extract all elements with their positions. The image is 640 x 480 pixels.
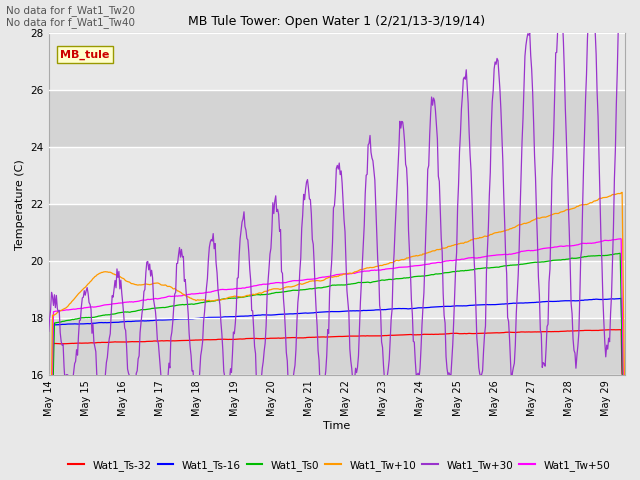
Wat1_Tw+50 (621, 473, 629, 479)
Wat1_Ts0 (616, 251, 624, 256)
Wat1_Tw+50 (429, 260, 437, 266)
Wat1_Ts-16 (305, 310, 313, 316)
Wat1_Ts-32 (305, 335, 313, 340)
Wat1_Tw+30 (191, 401, 199, 407)
Bar (49, 204, 625, 261)
Text: MB_tule: MB_tule (60, 49, 109, 60)
Wat1_Tw+10 (193, 297, 201, 303)
Wat1_Tw+10 (305, 278, 313, 284)
Line: Wat1_Ts0: Wat1_Ts0 (49, 253, 625, 480)
Wat1_Tw+30 (147, 273, 154, 279)
Line: Wat1_Tw+10: Wat1_Tw+10 (49, 192, 625, 480)
Bar (49, 90, 625, 147)
Wat1_Ts-32 (193, 337, 201, 343)
Wat1_Ts0 (305, 286, 313, 292)
Wat1_Tw+10 (385, 261, 392, 266)
Wat1_Ts-16 (193, 315, 201, 321)
Wat1_Ts-16 (385, 306, 392, 312)
Wat1_Tw+30 (307, 197, 314, 203)
Line: Wat1_Tw+30: Wat1_Tw+30 (49, 0, 625, 404)
Wat1_Tw+10 (147, 282, 154, 288)
Line: Wat1_Tw+50: Wat1_Tw+50 (49, 239, 625, 480)
Wat1_Tw+30 (480, 348, 488, 354)
Wat1_Ts0 (479, 265, 486, 271)
Text: No data for f_Wat1_Tw20
No data for f_Wat1_Tw40: No data for f_Wat1_Tw20 No data for f_Wa… (6, 5, 136, 28)
Wat1_Tw+10 (479, 234, 486, 240)
Wat1_Tw+50 (616, 236, 624, 241)
Wat1_Tw+10 (618, 190, 626, 195)
Bar (49, 318, 625, 375)
Wat1_Ts-16 (147, 318, 154, 324)
Wat1_Ts-32 (429, 332, 437, 337)
Wat1_Tw+50 (305, 276, 313, 282)
Wat1_Tw+50 (147, 297, 154, 302)
Wat1_Tw+10 (429, 248, 437, 254)
Wat1_Ts0 (193, 301, 201, 307)
Legend: Wat1_Ts-32, Wat1_Ts-16, Wat1_Ts0, Wat1_Tw+10, Wat1_Tw+30, Wat1_Tw+50: Wat1_Ts-32, Wat1_Ts-16, Wat1_Ts0, Wat1_T… (64, 456, 614, 475)
Wat1_Tw+30 (385, 356, 393, 362)
Wat1_Ts-16 (479, 302, 486, 308)
Wat1_Ts-32 (479, 330, 486, 336)
Wat1_Ts-16 (429, 304, 437, 310)
Wat1_Ts-16 (618, 296, 625, 301)
Wat1_Ts0 (385, 276, 392, 282)
Wat1_Ts-32 (618, 327, 625, 333)
Wat1_Ts-32 (147, 338, 154, 344)
Y-axis label: Temperature (C): Temperature (C) (15, 159, 25, 250)
Wat1_Ts0 (147, 306, 154, 312)
Wat1_Tw+30 (431, 98, 438, 104)
Wat1_Tw+30 (45, 328, 52, 334)
Line: Wat1_Ts-32: Wat1_Ts-32 (49, 330, 625, 480)
Wat1_Tw+50 (193, 291, 201, 297)
Wat1_Tw+50 (479, 254, 486, 260)
Title: MB Tule Tower: Open Water 1 (2/21/13-3/19/14): MB Tule Tower: Open Water 1 (2/21/13-3/1… (188, 15, 485, 28)
Line: Wat1_Ts-16: Wat1_Ts-16 (49, 299, 625, 480)
Wat1_Ts0 (429, 272, 437, 277)
Wat1_Tw+50 (385, 266, 392, 272)
Wat1_Tw+10 (621, 429, 629, 434)
Wat1_Ts-32 (385, 333, 392, 338)
Wat1_Tw+30 (194, 393, 202, 399)
X-axis label: Time: Time (323, 421, 351, 432)
